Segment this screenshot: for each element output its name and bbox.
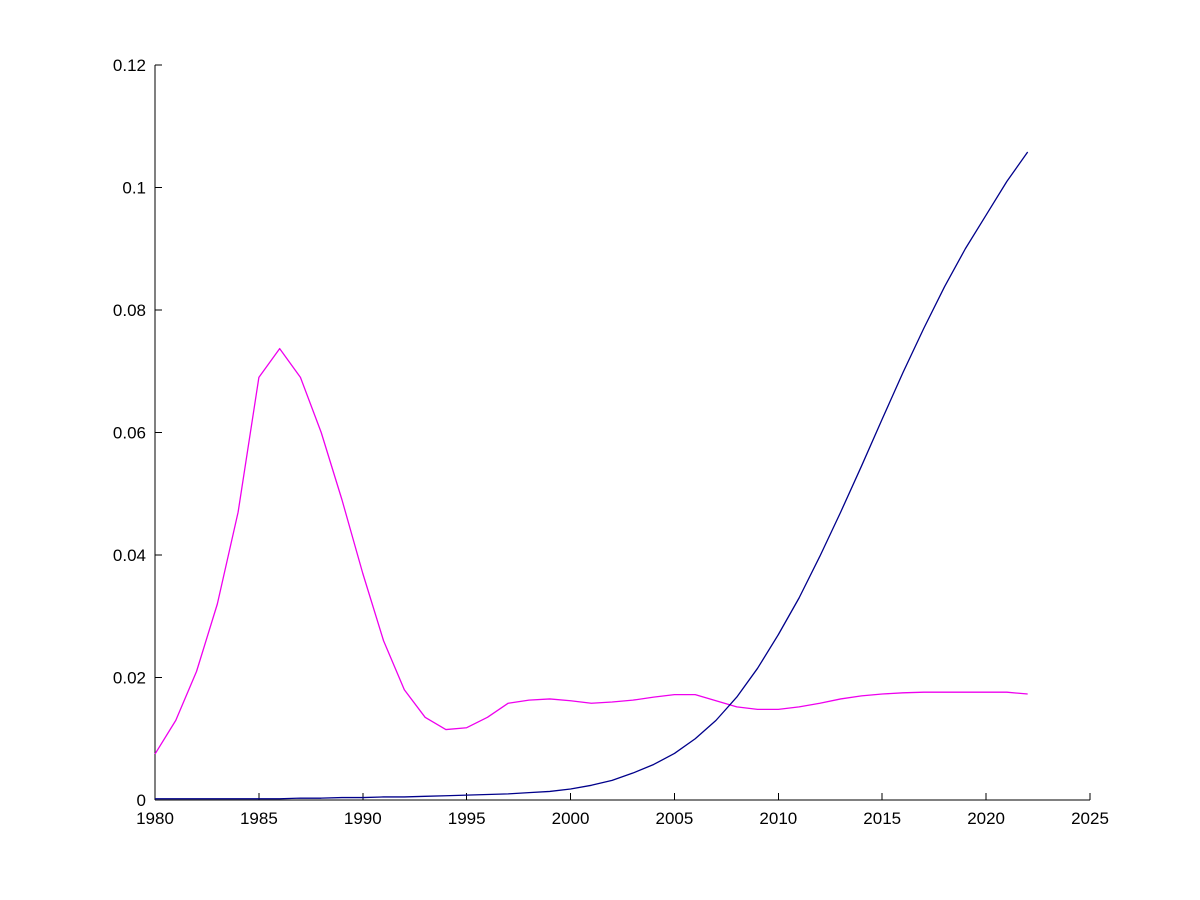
y-tick-label: 0.08 [113,301,146,320]
x-tick-label: 1990 [344,809,382,828]
y-tick-label: 0.04 [113,546,146,565]
x-tick-label: 1995 [448,809,486,828]
x-tick-label: 2010 [759,809,797,828]
magenta-series-line [154,347,1028,755]
x-tick-label: 1985 [240,809,278,828]
y-tick-label: 0.1 [122,179,146,198]
blue-series-line [155,151,1029,800]
y-tick-label: 0.12 [113,56,146,75]
x-tick-label: 2020 [967,809,1005,828]
x-tick-label: 1980 [136,809,174,828]
y-tick-label: 0 [137,791,146,810]
x-tick-label: 2000 [552,809,590,828]
x-tick-label: 2025 [1071,809,1109,828]
y-tick-label: 0.02 [113,669,146,688]
x-tick-label: 2015 [863,809,901,828]
x-tick-label: 2005 [656,809,694,828]
y-tick-label: 0.06 [113,424,146,443]
